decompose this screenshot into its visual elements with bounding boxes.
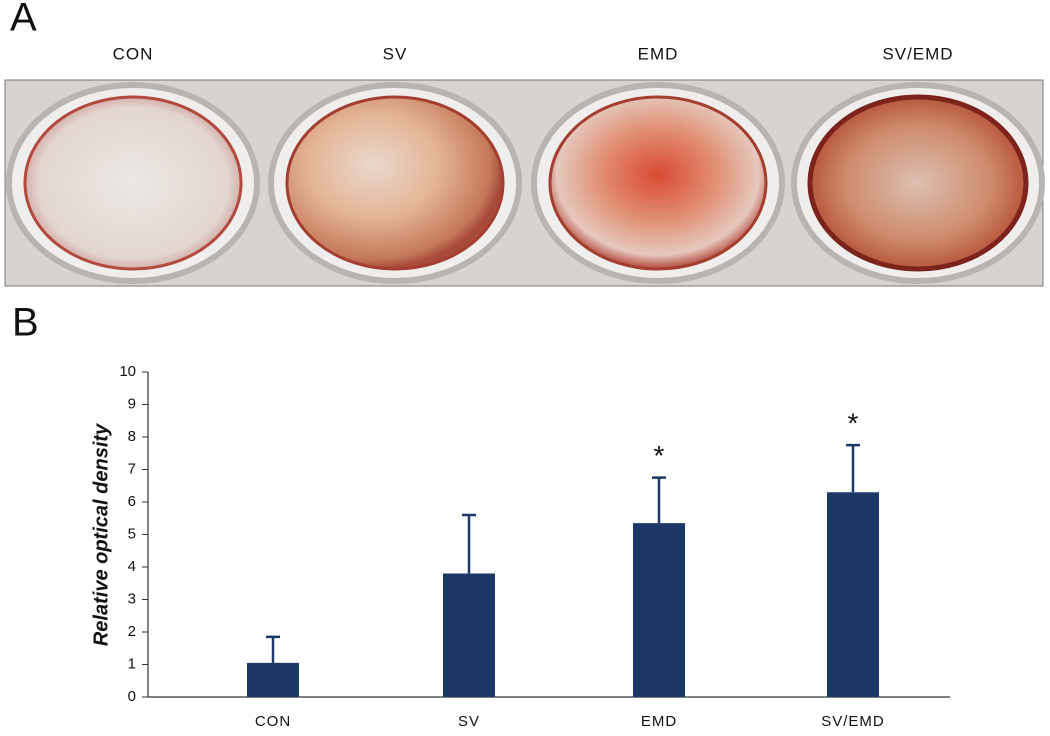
y-tick-label: 8 [128,428,136,445]
column-label: SV/EMD [882,44,953,63]
y-tick-label: 6 [128,493,136,510]
y-tick-label: 9 [128,395,136,412]
x-tick-label: CON [255,713,291,730]
column-label: EMD [638,44,679,63]
y-tick-label: 4 [128,558,136,575]
y-axis-label: Relative optical density [90,423,112,646]
column-label: CON [113,44,154,63]
y-tick-label: 10 [119,363,136,380]
bar [247,662,299,697]
significance-mark: * [654,440,665,471]
well-photos [4,79,1045,287]
x-tick-label: SV [458,713,480,730]
y-tick-label: 0 [128,688,136,705]
x-tick-label: EMD [641,713,677,730]
y-tick-label: 7 [128,460,136,477]
bar [827,492,879,697]
bar [443,573,495,697]
well [791,82,1045,284]
panel-label: A [10,0,37,40]
well [6,82,260,284]
panel-label: B [12,301,39,345]
y-tick-label: 2 [128,623,136,640]
y-tick-label: 3 [128,590,136,607]
column-label: SV [383,44,408,63]
y-tick-label: 1 [128,655,136,672]
well [531,82,785,284]
y-tick-label: 5 [128,525,136,542]
significance-mark: * [848,408,859,439]
well [268,82,522,284]
x-tick-label: SV/EMD [821,713,885,730]
bar [633,523,685,697]
